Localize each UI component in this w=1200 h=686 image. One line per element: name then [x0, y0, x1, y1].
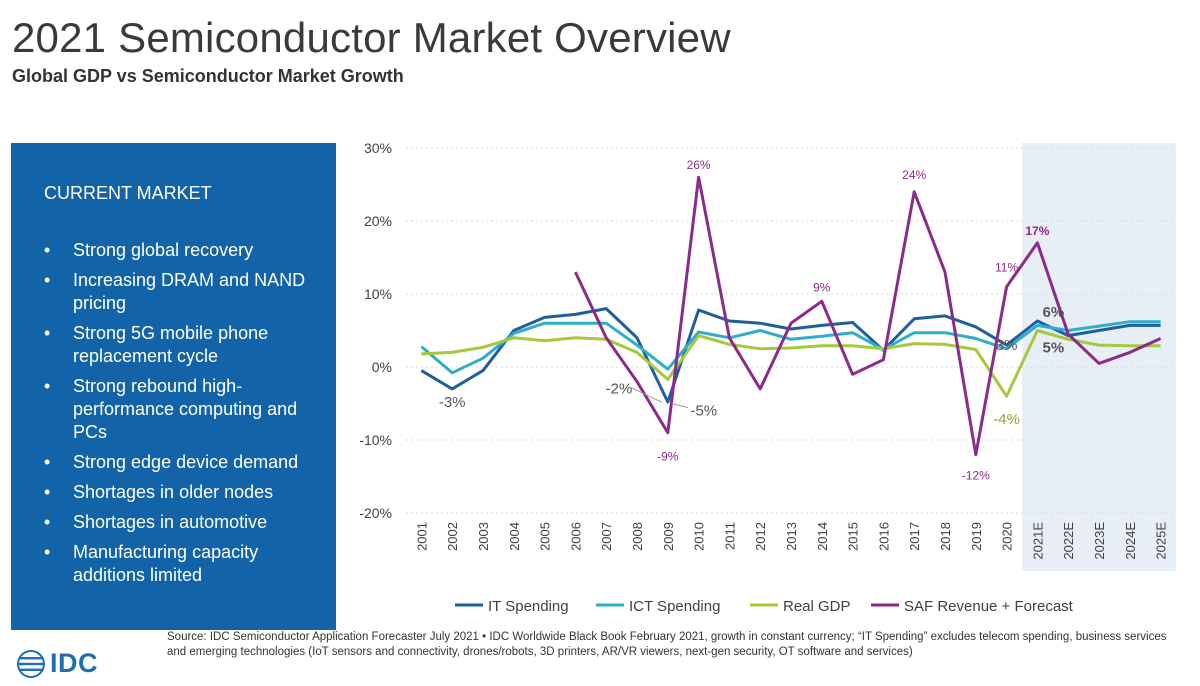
- bullet-item: Shortages in automotive: [41, 511, 331, 534]
- series-line-ict-spending: [420, 320, 1161, 375]
- bullet-item: Manufacturing capacity additions limited: [41, 541, 331, 587]
- x-tick-label: 2008: [630, 522, 645, 551]
- x-tick-label: 2018: [938, 522, 953, 551]
- x-tick-label: 2024E: [1123, 522, 1138, 560]
- growth-line-chart: -20% -10% 0% 10% 20% 30% 2001 2002 2003 2004 2005 2…: [359, 140, 1176, 615]
- logo-text: IDC: [50, 648, 98, 678]
- x-tick-label: 2017: [907, 522, 922, 551]
- idc-logo: IDC: [16, 648, 98, 679]
- y-tick-label: 20%: [364, 213, 392, 229]
- bullet-item: Shortages in older nodes: [41, 481, 331, 504]
- current-market-panel: CURRENT MARKET Strong global recovery In…: [11, 143, 336, 630]
- data-label: -3%: [439, 394, 466, 411]
- x-tick-label: 2003: [476, 522, 491, 551]
- series-line-saf-revenue-forecast: [574, 175, 1162, 457]
- leader-line: [630, 387, 663, 403]
- x-tick-label: 2016: [876, 522, 891, 551]
- x-tick-label: 2011: [722, 522, 737, 550]
- data-label: 5%: [1043, 340, 1065, 357]
- panel-heading: CURRENT MARKET: [44, 183, 212, 203]
- page-subtitle: Global GDP vs Semiconductor Market Growt…: [12, 66, 404, 86]
- globe-icon: [17, 649, 45, 678]
- x-tick-label: 2010: [692, 522, 707, 551]
- x-tick-label: 2015: [846, 522, 861, 551]
- data-label: -4%: [993, 411, 1020, 428]
- data-label: 6%: [1043, 304, 1065, 321]
- bullet-item: Strong global recovery: [41, 239, 331, 262]
- x-tick-label: 2006: [568, 522, 583, 551]
- data-label: 11%: [995, 261, 1018, 275]
- y-tick-label: 10%: [364, 286, 392, 302]
- bullet-item: Strong edge device demand: [41, 451, 331, 474]
- legend-label: IT Spending: [488, 598, 569, 615]
- x-tick-label: 2012: [753, 522, 768, 551]
- data-label: -12%: [962, 469, 990, 483]
- x-tick-label: 2022E: [1061, 522, 1076, 560]
- x-tick-label: 2001: [414, 522, 429, 551]
- bullet-item: Increasing DRAM and NAND pricing: [41, 269, 331, 315]
- x-tick-label: 2025E: [1154, 522, 1169, 560]
- y-tick-label: 30%: [364, 140, 392, 156]
- data-label: 17%: [1025, 224, 1049, 238]
- legend-label: Real GDP: [783, 598, 851, 615]
- source-note: Source: IDC Semiconductor Application Fo…: [167, 631, 1167, 658]
- series-line-real-gdp: [421, 329, 1161, 398]
- data-label: -5%: [690, 403, 717, 420]
- data-label: -2%: [606, 381, 633, 398]
- data-label: 9%: [813, 280, 831, 294]
- series-line-it-spending: [420, 307, 1161, 404]
- data-label: 24%: [902, 168, 926, 182]
- page-title: 2021 Semiconductor Market Overview: [12, 14, 731, 61]
- data-label: 3%: [996, 337, 1018, 354]
- legend-label: ICT Spending: [629, 598, 720, 615]
- y-tick-label: -10%: [359, 432, 392, 448]
- x-tick-label: 2009: [661, 522, 676, 551]
- x-tick-label: 2007: [599, 522, 614, 551]
- data-label: -9%: [657, 450, 679, 464]
- y-tick-label: -20%: [359, 505, 392, 521]
- market-bullets: Strong global recovery Increasing DRAM a…: [41, 239, 331, 594]
- x-tick-label: 2021E: [1030, 522, 1045, 560]
- data-label: 26%: [687, 158, 711, 172]
- bullet-item: Strong rebound high-performance computin…: [41, 375, 331, 444]
- legend-label: SAF Revenue + Forecast: [904, 598, 1074, 615]
- x-tick-label: 2020: [1000, 522, 1015, 551]
- x-tick-label: 2005: [538, 522, 553, 551]
- bullet-item: Strong 5G mobile phone replacement cycle: [41, 322, 331, 368]
- forecast-shading: [1022, 143, 1176, 571]
- x-tick-label: 2013: [784, 522, 799, 551]
- y-tick-label: 0%: [372, 359, 392, 375]
- x-tick-label: 2002: [445, 522, 460, 551]
- x-tick-label: 2019: [969, 522, 984, 551]
- x-tick-label: 2023E: [1092, 522, 1107, 560]
- x-tick-label: 2014: [815, 522, 830, 551]
- x-tick-label: 2004: [507, 522, 522, 551]
- leader-line: [671, 403, 688, 408]
